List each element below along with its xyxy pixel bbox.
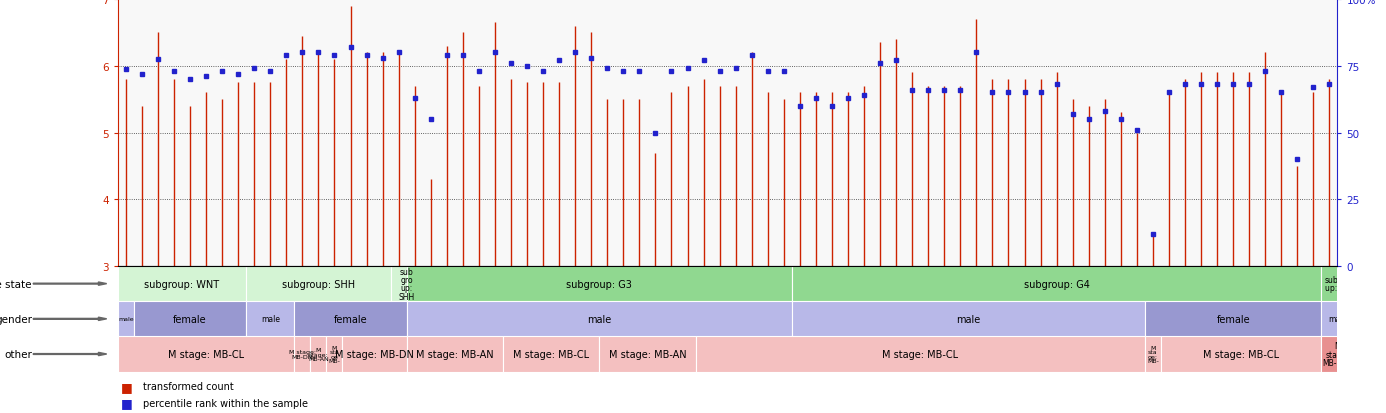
Bar (696, 337, 1145, 372)
Bar (1321, 301, 1354, 337)
Text: subgro
up: NA: subgro up: NA (1324, 275, 1351, 292)
Text: M stage: MB-CL: M stage: MB-CL (168, 349, 244, 359)
Text: transformed count: transformed count (143, 381, 233, 391)
Bar (1145, 301, 1321, 337)
Bar (406, 337, 503, 372)
Text: M stage: MB-CL: M stage: MB-CL (1203, 349, 1279, 359)
Text: M stage: MB-AN: M stage: MB-AN (608, 349, 686, 359)
Bar (406, 266, 791, 301)
Text: other: other (4, 349, 32, 359)
Bar (118, 337, 294, 372)
Bar (118, 266, 247, 301)
Bar (791, 266, 1321, 301)
Text: male: male (956, 314, 980, 324)
Text: female: female (334, 314, 367, 324)
Bar (1321, 266, 1354, 301)
Text: M
sta
ge
MB-: M sta ge MB- (328, 345, 341, 363)
Text: M stage: MB-AN: M stage: MB-AN (416, 349, 493, 359)
Bar (294, 337, 310, 372)
Text: gender: gender (0, 314, 32, 324)
Bar (791, 301, 1145, 337)
Text: percentile rank within the sample: percentile rank within the sample (143, 398, 308, 408)
Text: disease state: disease state (0, 279, 32, 289)
Text: female: female (173, 314, 207, 324)
Bar (134, 301, 247, 337)
Text: M stage: MB-CL: M stage: MB-CL (881, 349, 958, 359)
Text: subgroup: WNT: subgroup: WNT (144, 279, 219, 289)
Bar (1161, 337, 1321, 372)
Bar (391, 266, 423, 301)
Text: female: female (1217, 314, 1250, 324)
Text: male: male (118, 316, 133, 322)
Bar (247, 266, 391, 301)
Text: subgroup: SHH: subgroup: SHH (281, 279, 355, 289)
Text: male: male (588, 314, 611, 324)
Text: ■: ■ (121, 396, 132, 409)
Text: male: male (1328, 315, 1347, 323)
Bar (294, 301, 406, 337)
Bar (327, 337, 342, 372)
Bar (406, 301, 791, 337)
Bar (1321, 337, 1354, 372)
Bar (118, 301, 134, 337)
Text: M stage: MB-CL: M stage: MB-CL (513, 349, 589, 359)
Text: sub
gro
up:
SHH: sub gro up: SHH (399, 267, 414, 301)
Bar (342, 337, 406, 372)
Text: M
sta
ge:
MB-: M sta ge: MB- (1148, 345, 1159, 363)
Bar (503, 337, 599, 372)
Bar (310, 337, 327, 372)
Text: M stage:
MB-DN: M stage: MB-DN (288, 349, 316, 359)
Text: M
stage:
MB-Myc: M stage: MB-Myc (1322, 342, 1353, 367)
Text: M
stage:
MB-AN: M stage: MB-AN (308, 347, 328, 361)
Bar (599, 337, 696, 372)
Bar (247, 301, 294, 337)
Text: male: male (261, 315, 280, 323)
Text: M stage: MB-DN: M stage: MB-DN (335, 349, 414, 359)
Text: subgroup: G3: subgroup: G3 (567, 279, 632, 289)
Text: subgroup: G4: subgroup: G4 (1024, 279, 1089, 289)
Bar (1145, 337, 1161, 372)
Text: ■: ■ (121, 380, 132, 393)
